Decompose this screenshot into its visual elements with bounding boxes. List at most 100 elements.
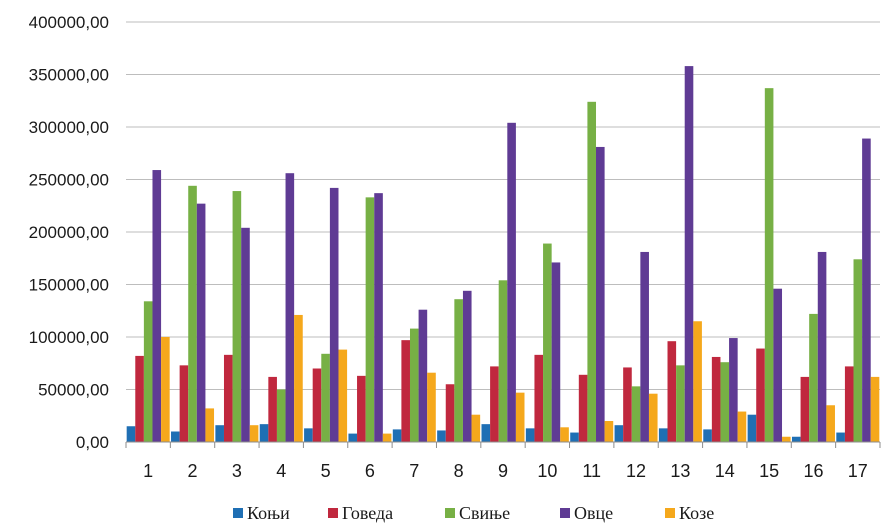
bar-1-14 [703,429,712,442]
y-tick-label: 400000,00 [29,13,109,32]
bar-2-7 [401,340,410,442]
bar-1-3 [215,425,224,442]
bar-2-3 [223,354,233,442]
x-axis-tick-labels: 1 2 3 4 5 6 7 8 9 10 11 12 13 14 15 16 17 [143,461,868,481]
bar-4-17 [862,138,871,443]
bar-1-4 [259,424,269,442]
bar-1-1 [126,426,136,442]
bar-1-12 [614,425,624,442]
y-tick-label: 100000,00 [29,328,109,347]
bar-2-14 [711,356,721,442]
bar-3-12 [631,386,641,442]
legend-label: Козе [679,503,714,523]
legend-label: Говеда [342,503,393,523]
bar-3-10 [543,243,552,442]
bar-1-2 [171,431,180,442]
bar-1-17 [836,432,845,442]
legend-swatch [560,508,570,518]
bar-4-11 [596,146,605,442]
x-tick-label: 10 [537,461,557,481]
x-tick-label: 17 [848,461,868,481]
bar-1-11 [570,432,579,442]
bar-3-1 [143,301,153,442]
y-tick-label: 50000,00 [38,381,109,400]
bar-5-4 [294,314,303,442]
bar-4-13 [684,66,694,442]
x-axis [125,441,881,448]
bars [126,66,880,443]
x-tick-label: 1 [143,461,153,481]
bar-3-7 [409,328,419,442]
bar-2-16 [800,376,810,442]
bar-5-7 [427,372,436,442]
bar-2-13 [667,341,677,442]
bar-3-16 [809,313,818,442]
bar-4-8 [462,290,472,442]
bar-2-11 [578,374,588,442]
bar-5-12 [648,393,658,442]
bar-2-5 [312,368,322,442]
x-tick-label: 5 [321,461,331,481]
bar-1-16 [791,436,801,442]
x-tick-label: 2 [188,461,198,481]
bar-5-3 [249,425,259,442]
bar-4-3 [241,227,250,442]
legend-swatch [445,508,455,518]
x-tick-label: 15 [759,461,779,481]
bar-3-11 [587,101,597,443]
bar-1-13 [658,428,668,442]
x-tick-label: 14 [715,461,735,481]
legend-swatch [328,508,338,518]
bar-5-14 [737,411,747,442]
bar-3-17 [853,259,863,442]
bar-3-13 [676,365,685,442]
bar-4-6 [374,193,383,442]
bar-5-8 [471,414,481,442]
x-tick-label: 16 [803,461,823,481]
x-tick-label: 11 [582,461,601,481]
bar-2-6 [357,375,366,442]
y-tick-label: 350000,00 [29,66,109,85]
y-tick-label: 300000,00 [29,118,109,137]
bar-1-8 [437,430,446,442]
bar-4-9 [507,122,516,443]
bar-4-12 [640,251,649,442]
bar-5-6 [382,433,392,442]
bar-5-15 [782,436,791,442]
y-axis-tick-labels: 0,00 50000,00 100000,00 150000,00 200000,00 2… [29,13,109,452]
y-tick-label: 0,00 [76,433,109,452]
bar-4-10 [551,262,561,442]
x-tick-label: 8 [454,461,464,481]
y-tick-label: 250000,00 [29,171,109,190]
bar-5-11 [604,421,614,442]
bar-3-4 [276,389,286,442]
bar-4-4 [285,173,295,442]
bar-4-15 [773,288,783,442]
x-tick-label: 7 [409,461,419,481]
bar-3-6 [365,197,375,442]
bar-4-7 [418,309,428,442]
bar-3-2 [188,185,197,443]
x-tick-label: 12 [626,461,646,481]
bar-3-8 [454,299,463,442]
bar-1-9 [481,424,491,442]
x-tick-label: 13 [670,461,690,481]
x-tick-label: 9 [498,461,508,481]
bar-5-5 [338,349,348,442]
bar-4-16 [817,251,827,442]
bar-4-1 [152,170,162,443]
bar-3-5 [321,353,330,442]
y-tick-label: 200000,00 [29,223,109,242]
bar-5-13 [693,321,702,442]
bar-2-12 [623,367,632,442]
bar-4-2 [196,203,206,442]
bar-1-10 [525,428,535,442]
bar-2-15 [756,348,765,442]
bar-5-1 [161,337,170,442]
bar-2-9 [490,366,499,442]
bar-3-9 [498,280,508,442]
x-tick-label: 3 [232,461,242,481]
bar-5-9 [515,392,525,442]
bar-1-7 [392,429,402,442]
